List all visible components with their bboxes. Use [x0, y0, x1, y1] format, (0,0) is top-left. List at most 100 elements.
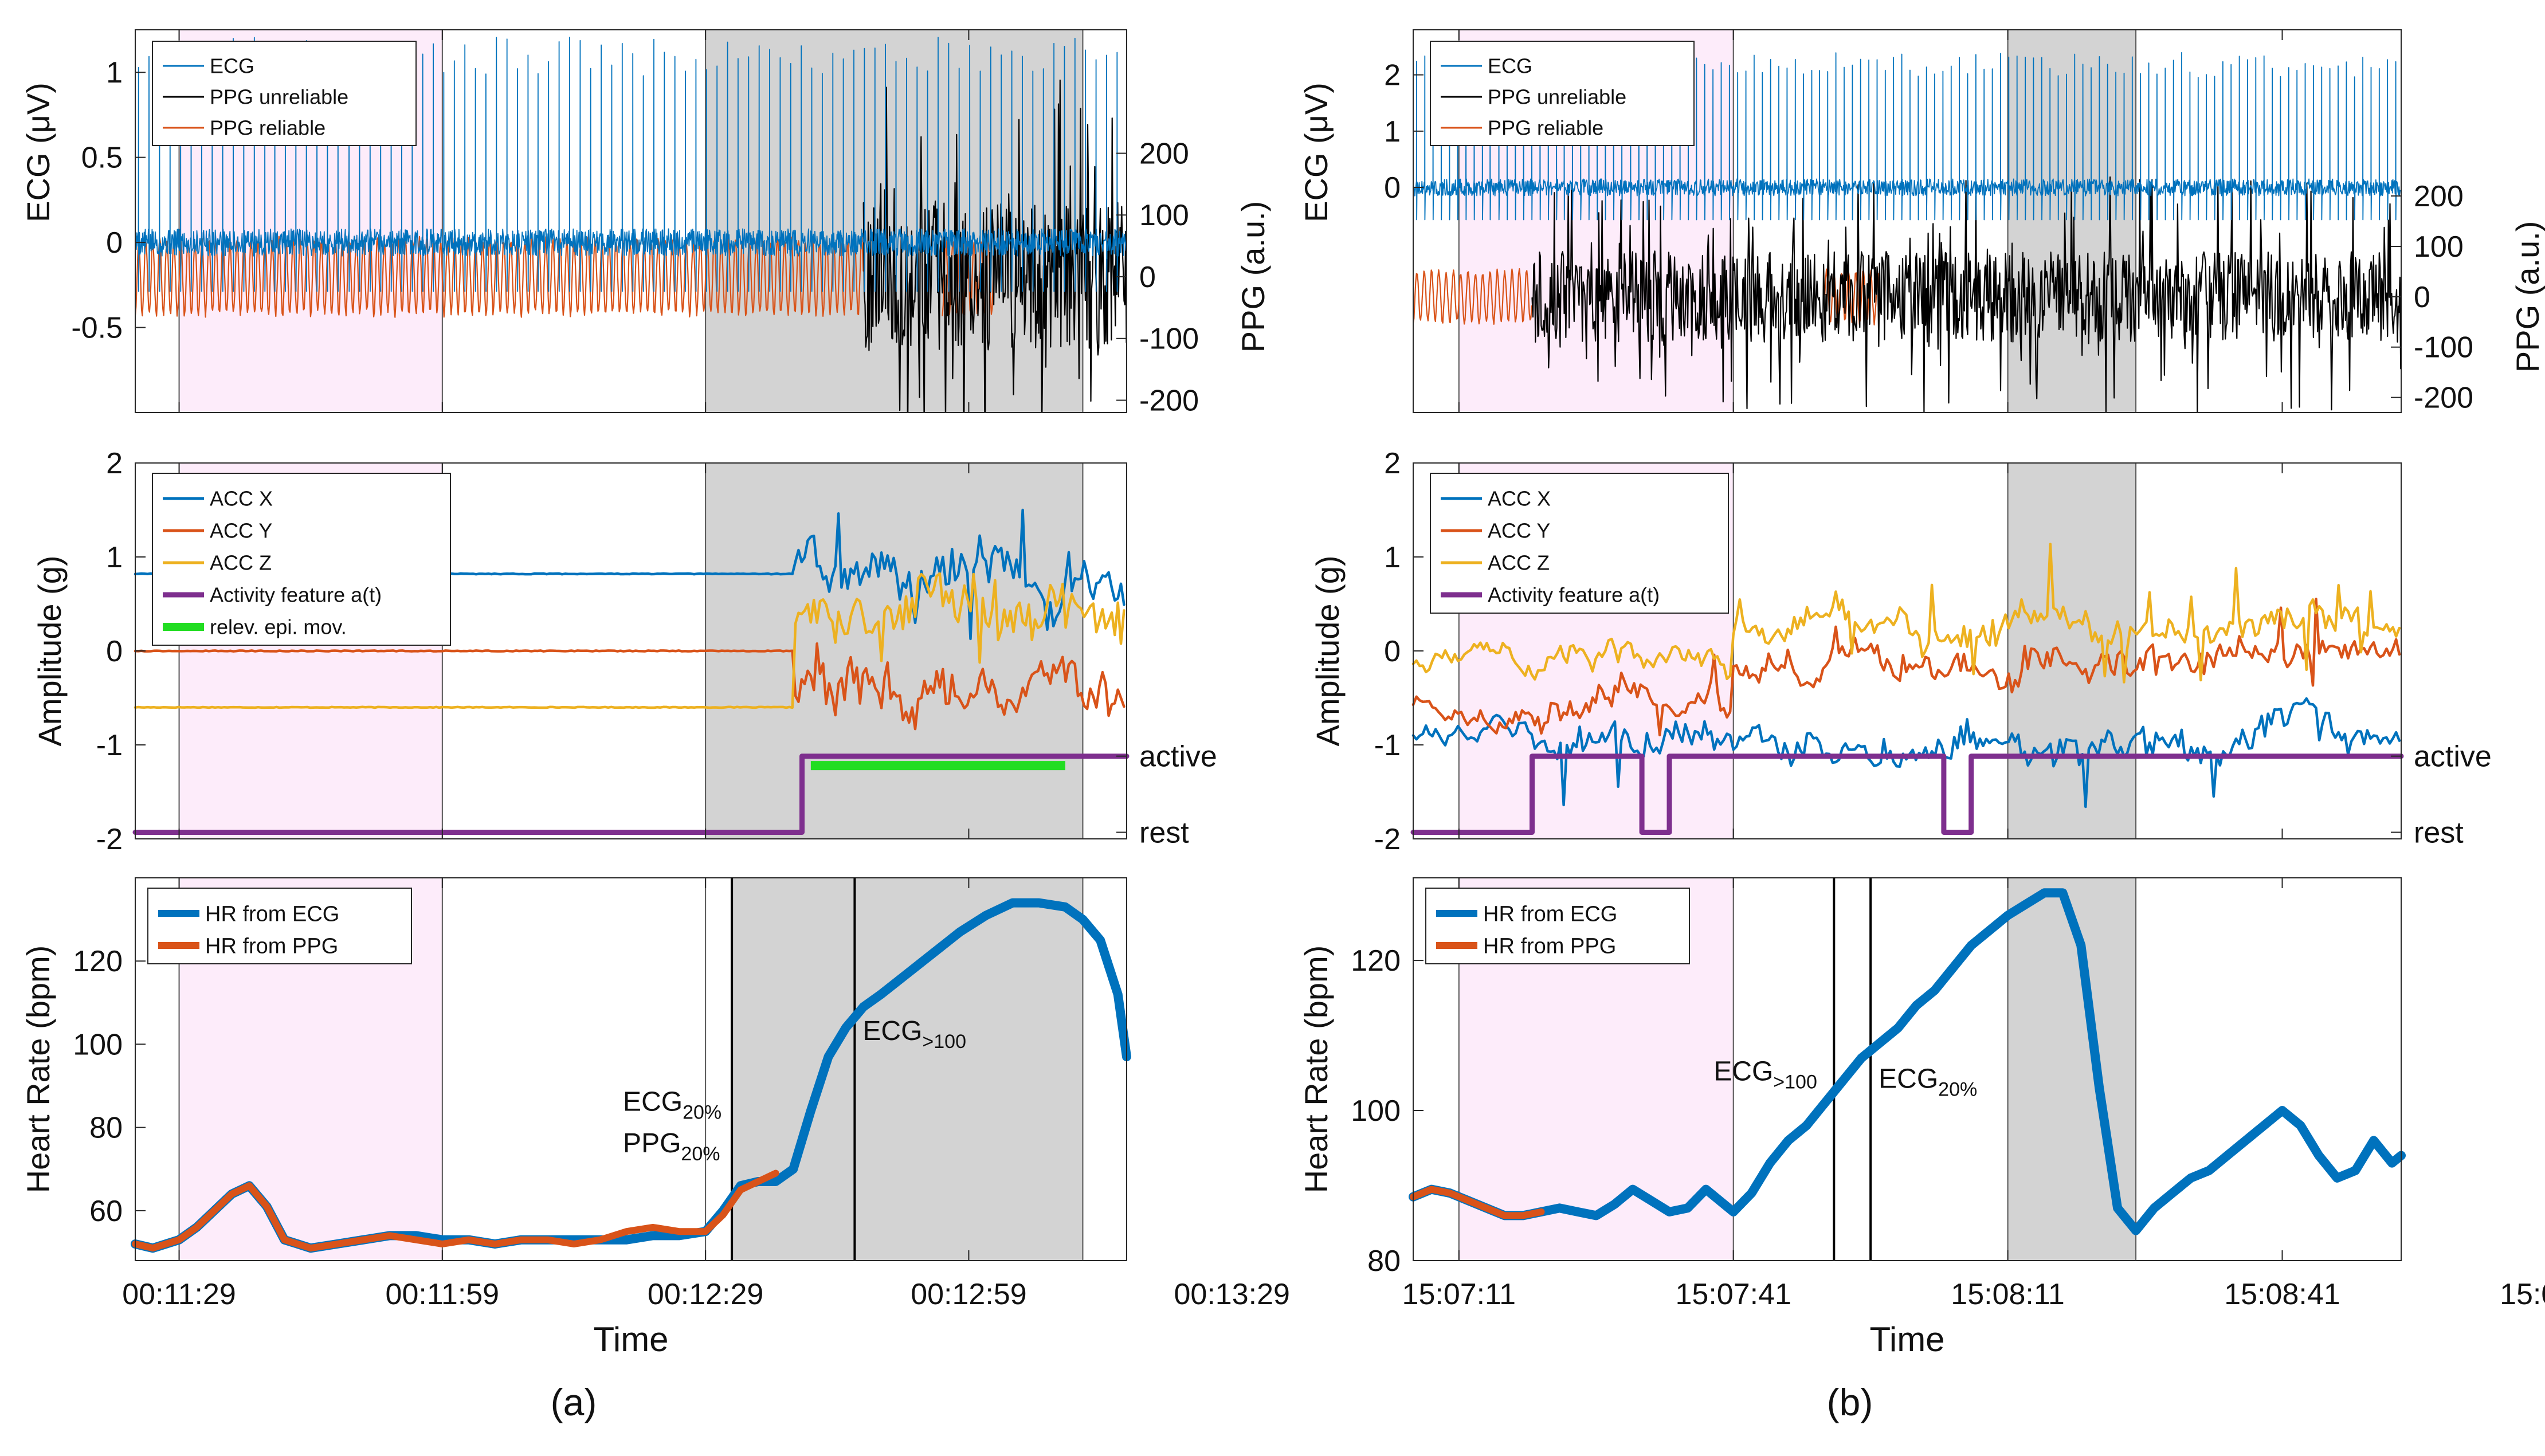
- legend-label: ECG: [1488, 54, 1532, 78]
- legend-label: ECG: [210, 54, 254, 78]
- y-axis-label: Amplitude (g): [1309, 555, 1346, 746]
- legend-box: [152, 473, 451, 646]
- y-tick-label: 2: [1384, 447, 1401, 480]
- state-label-rest: rest: [1139, 817, 1189, 850]
- ppg-unreliable-line: [862, 79, 1127, 413]
- acc-z-line: [134, 572, 1126, 709]
- y-tick-label: 80: [1367, 1245, 1401, 1278]
- y-tick-label: 1: [1384, 541, 1401, 574]
- y-tick-label: 0: [1384, 171, 1401, 205]
- panel-caption: (a): [551, 1381, 597, 1423]
- legend-label: ACC X: [1488, 487, 1551, 511]
- legend-label: HR from ECG: [205, 902, 339, 926]
- legend-label: ACC X: [210, 487, 273, 511]
- legend-label: ACC Y: [1488, 519, 1550, 543]
- y-tick-label: -0.5: [71, 312, 123, 345]
- y-axis-label-right: PPG (a.u.): [2509, 221, 2545, 373]
- acc-x-line: [1411, 697, 2401, 809]
- x-tick-label: 00:12:59: [911, 1278, 1026, 1311]
- x-tick-label: 15:09:11: [2500, 1278, 2545, 1311]
- annotation-ppg20-sub: 20%: [681, 1143, 720, 1165]
- y-tick-label: -200: [1139, 384, 1199, 417]
- legend-label: Activity feature a(t): [1488, 583, 1660, 607]
- y-tick-label: 100: [1351, 1094, 1401, 1128]
- x-tick-label: 15:08:41: [2224, 1278, 2340, 1311]
- hr-ecg-line: [1409, 888, 2406, 1235]
- axes-box: [1413, 29, 2402, 413]
- x-tick-label: 15:07:11: [1402, 1278, 1516, 1311]
- y-tick-label: -200: [2414, 382, 2473, 415]
- ppg-unreliable-line: [1531, 176, 2401, 413]
- legend-label: Activity feature a(t): [210, 583, 382, 607]
- annotation-ecg100: ECG>100: [1713, 1057, 1817, 1093]
- legend-label: ACC Y: [210, 519, 272, 543]
- y-tick-label: -2: [1374, 823, 1401, 856]
- state-label-active: active: [1139, 740, 1217, 774]
- acc-y-line: [134, 642, 1126, 731]
- hr-ppg-line: [1410, 1186, 1545, 1219]
- y-tick-label: -2: [96, 823, 123, 856]
- accelerometer-subplot: 2 1 0 -1 -2 active rest Amplitude (g) ACC X ACC Y…: [32, 447, 1217, 856]
- y-axis-label: ECG (μV): [20, 83, 56, 222]
- legend-box: [1430, 473, 1729, 614]
- y-axis-label: ECG (μV): [1298, 83, 1334, 222]
- annotation-ppg20: PPG20%: [623, 1128, 720, 1165]
- y-tick-label: 100: [1139, 199, 1189, 232]
- ecg-ppg-subplot: 1 0.5 0 -0.5 200 100 0 -100 -200 ECG (μV) PPG (a.u…: [20, 29, 1271, 417]
- legend-label: PPG unreliable: [1488, 85, 1626, 109]
- activity-feature-line: [132, 753, 1130, 835]
- x-axis-label: Time: [593, 1320, 668, 1359]
- y-tick-label: 120: [73, 945, 123, 978]
- hr-ppg-line: [132, 1169, 779, 1252]
- y-tick-label: 2: [1384, 59, 1401, 92]
- axes-box: [1413, 877, 2402, 1261]
- legend-box: [1425, 888, 1690, 964]
- legend-label: HR from PPG: [1483, 934, 1616, 958]
- annotation-ecg20-base: ECG: [1879, 1064, 1938, 1094]
- annotation-ecg100-base: ECG: [1713, 1057, 1773, 1087]
- ecg-ppg-traces: [1413, 52, 2401, 413]
- x-tick-label: 00:12:29: [648, 1278, 763, 1311]
- legend-label: ACC Z: [210, 551, 272, 575]
- annotation-ecg20-sub: 20%: [683, 1102, 721, 1124]
- y-tick-label: -1: [1374, 729, 1401, 762]
- annotation-ecg100: ECG>100: [862, 1016, 966, 1053]
- acc-z-line: [1411, 543, 2401, 684]
- ecg-line: [135, 37, 1127, 292]
- legend-label: PPG reliable: [210, 116, 326, 140]
- y-tick-label: 1: [1384, 115, 1401, 148]
- legend-box: [147, 888, 412, 964]
- seizure-shade: [732, 878, 1083, 1261]
- axes-box: [135, 29, 1127, 413]
- annotation-ecg20-sub: 20%: [1938, 1079, 1977, 1101]
- annotation-ecg20: ECG20%: [623, 1087, 721, 1124]
- annotation-ecg100-base: ECG: [862, 1016, 922, 1046]
- y-tick-label: -1: [96, 729, 123, 762]
- panel-caption: (b): [1827, 1381, 1873, 1423]
- y-tick-label: 0: [106, 226, 123, 260]
- annotation-ppg20-base: PPG: [623, 1128, 681, 1159]
- y-tick-label: 100: [2414, 230, 2464, 264]
- y-tick-label: 200: [2414, 180, 2464, 213]
- y-tick-label: 120: [1351, 944, 1401, 978]
- ppg-reliable-line: [1413, 268, 1532, 325]
- y-tick-label: 80: [89, 1112, 123, 1145]
- legend-label: HR from ECG: [1483, 902, 1617, 926]
- legend-label: HR from PPG: [205, 934, 338, 958]
- y-tick-label: 60: [89, 1195, 123, 1228]
- accelerometer-subplot: 2 1 0 -1 -2 active rest Amplitude (g) ACC X ACC Y…: [1309, 447, 2492, 856]
- state-label-rest: rest: [2414, 817, 2464, 850]
- x-tick-label: 00:11:59: [386, 1278, 500, 1311]
- acc-y-line: [1411, 598, 2401, 737]
- x-axis-label: Time: [1869, 1320, 1944, 1359]
- y-axis-label: Amplitude (g): [32, 555, 68, 746]
- legend-label: relev. epi. mov.: [210, 615, 347, 639]
- y-tick-label: 100: [73, 1028, 123, 1061]
- seizure-shade: [2007, 463, 2136, 839]
- ecg-ppg-traces: [135, 37, 1127, 413]
- x-tick-label: 00:11:29: [122, 1278, 236, 1311]
- state-label-active: active: [2414, 740, 2492, 774]
- y-axis-label-right: PPG (a.u.): [1235, 201, 1271, 353]
